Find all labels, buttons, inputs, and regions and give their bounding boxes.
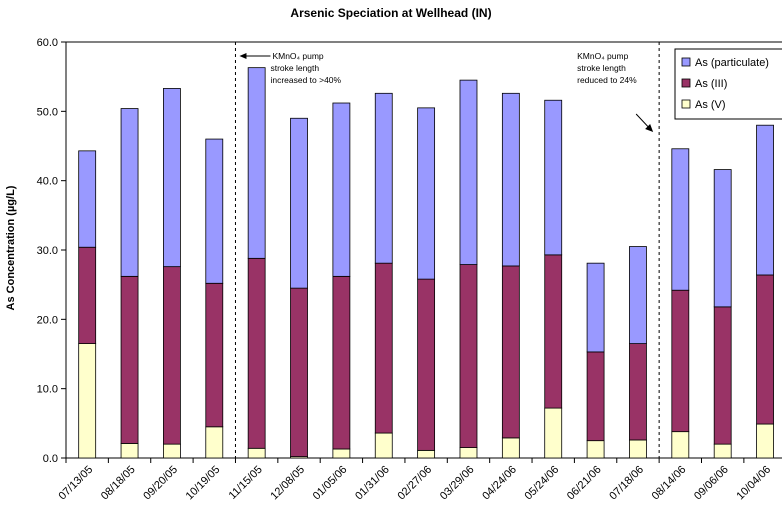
bar-segment (78, 150, 97, 248)
bar-segment (713, 169, 732, 308)
y-axis-label: As Concentration (µg/L) (5, 185, 17, 310)
plot-area: 0.0 10.0 20.0 30.0 40.0 50.0 60.0 07/13/05 08/18… (37, 37, 782, 502)
bar-segment (247, 67, 266, 259)
bar-segment (586, 440, 605, 459)
bar-segment (120, 108, 139, 277)
bar-segment (417, 107, 436, 280)
bar-segment (120, 443, 139, 459)
y-tick-label: 20.0 (37, 314, 58, 326)
annotation-arrowhead (645, 124, 654, 132)
y-tick-label: 60.0 (37, 37, 58, 49)
bar-segment (332, 102, 351, 277)
bar-segment (501, 437, 520, 459)
bar-segment (501, 92, 520, 267)
bar-segment (544, 99, 563, 256)
bar-segment (713, 443, 732, 459)
bar-segment (374, 432, 393, 459)
bar-segment (205, 282, 224, 428)
bar-segment (629, 343, 647, 441)
bar-segment (374, 262, 393, 434)
bar-segment (417, 278, 436, 451)
x-tick-label: 11/15/05 (227, 464, 265, 502)
bar-segment (756, 423, 774, 459)
y-tick-label: 30.0 (37, 245, 58, 257)
x-tick-label: 06/21/06 (565, 464, 604, 503)
x-tick-label: 08/14/06 (650, 464, 689, 503)
bar-segment (417, 449, 436, 459)
y-tick-label: 10.0 (37, 384, 58, 396)
bar-segment (247, 257, 266, 449)
x-tick-label: 08/18/05 (99, 464, 138, 503)
legend-swatch (681, 99, 691, 109)
x-tick-label: 05/24/06 (523, 464, 562, 503)
bar-segment (544, 254, 563, 409)
chart-title: Arsenic Speciation at Wellhead (IN) (290, 6, 491, 20)
x-tick-label: 10/04/06 (734, 464, 773, 503)
y-tick-label: 0.0 (43, 453, 58, 465)
x-tick-label: 01/31/06 (353, 464, 392, 503)
bar-segment (544, 407, 563, 459)
bar-segment (332, 275, 351, 450)
bar-segment (629, 246, 647, 345)
legend-label: As (V) (695, 99, 726, 111)
annotation-text: KMnO₄ pump (272, 51, 323, 61)
annotation-text: stroke length (577, 63, 626, 73)
bar-segment (756, 274, 774, 425)
bar-segment (586, 351, 605, 442)
annotation-text: reduced to 24% (577, 75, 637, 85)
x-tick-label: 01/05/06 (311, 464, 350, 503)
bar-segment (459, 264, 478, 448)
x-tick-label: 03/29/06 (438, 464, 477, 503)
x-tick-label: 10/19/05 (184, 464, 223, 503)
legend-swatch (681, 57, 691, 67)
x-tick-label: 02/27/06 (395, 464, 434, 503)
bar-segment (290, 287, 308, 458)
x-tick-label: 09/20/05 (141, 464, 180, 503)
bar-segment (671, 148, 690, 291)
annotation-text: KMnO₄ pump (577, 51, 628, 61)
bar-segment (756, 124, 774, 276)
bar-segment (629, 439, 647, 459)
legend-label: As (III) (695, 78, 727, 90)
bar-segment (671, 431, 690, 459)
x-tick-label: 07/13/05 (57, 464, 96, 503)
annotation-arrowhead (239, 53, 247, 59)
legend-box (674, 48, 782, 120)
annotation-text: stroke length (270, 63, 319, 73)
bar-segment (163, 88, 181, 268)
bar-segment (163, 443, 181, 459)
y-tick-label: 50.0 (37, 106, 58, 118)
bar-segment (374, 92, 393, 264)
bar-segment (671, 289, 690, 433)
bar-segment (501, 265, 520, 439)
x-tick-label: 12/08/05 (268, 464, 307, 503)
bar-segment (459, 447, 478, 459)
annotation-text: increased to >40% (270, 75, 341, 85)
x-tick-label: 09/06/06 (692, 464, 731, 503)
x-tick-label: 07/18/06 (607, 464, 646, 503)
x-tick-label: 04/24/06 (480, 464, 519, 503)
bar-segment (586, 262, 605, 353)
bar-segment (290, 117, 308, 289)
bar-segment (247, 447, 266, 459)
bar-segment (78, 246, 97, 345)
bar-segment (163, 266, 181, 445)
legend-label: As (particulate) (695, 57, 769, 69)
y-tick-label: 40.0 (37, 176, 58, 188)
bar-segment (205, 426, 224, 459)
bar-segment (459, 79, 478, 265)
legend-swatch (681, 78, 691, 88)
bar-segment (120, 275, 139, 444)
bar-segment (205, 138, 224, 284)
bar-segment (713, 306, 732, 445)
bar-segment (78, 343, 97, 459)
legend: As (particulate) As (III) As (V) (674, 48, 782, 120)
bar-segment (332, 448, 351, 459)
